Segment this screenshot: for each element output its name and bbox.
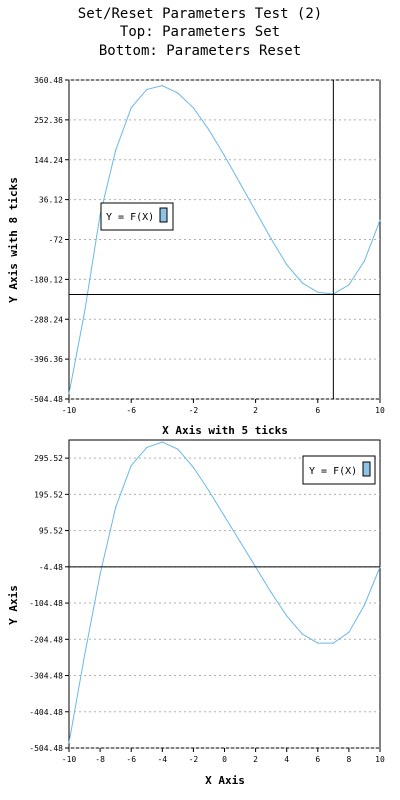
bot-data-point [286,615,288,617]
bot-y-tick-label: -104.48 [29,599,63,608]
bot-data-point [161,441,163,443]
bot-x-tick-label: -6 [126,755,136,764]
top-chart: 360.48 252.36 144.24 36.12 -72 -180.12 -288.24… [7,76,385,437]
bot-data-point [68,742,70,744]
top-data-point [255,210,257,212]
bot-data-point [301,633,303,635]
top-series-points [68,85,381,395]
top-x-tick-label: -6 [126,406,136,415]
top-x-axis-label: X Axis with 5 ticks [162,424,288,437]
top-x-tick-label: 2 [253,406,258,415]
bottom-plot-frame [68,439,381,749]
top-data-point [379,219,381,221]
top-data-point [115,149,117,151]
top-data-point [286,263,288,266]
top-y-tick-label: -180.12 [29,275,63,284]
bot-x-tick-label: -4 [157,755,167,764]
top-x-tick-label: -10 [62,406,77,415]
bot-y-tick-label: -304.48 [29,672,63,681]
top-data-point [192,107,194,109]
top-y-tick-label: -72 [49,236,64,245]
top-x-ticks: -10 -6 -2 2 6 10 [62,399,385,415]
top-y-tick-label: 252.36 [34,116,63,125]
bot-data-point [192,466,194,468]
bot-x-tick-label: -10 [62,755,77,764]
top-grid [69,79,380,400]
bot-x-tick-label: -8 [95,755,105,764]
bottom-legend-swatch [362,461,371,477]
bot-y-tick-label: -4.48 [39,563,63,572]
bot-x-tick-label: 2 [253,755,258,764]
bottom-chart: 295.52 195.52 95.52 -4.48 -104.48 -204.48 -304… [7,439,385,787]
top-data-point [270,238,272,240]
bot-x-tick-label: 6 [315,755,320,764]
top-legend-swatch [159,207,168,223]
top-data-point [161,85,163,87]
bottom-legend-label: Y = F(X) [309,466,357,477]
bot-data-point [146,446,148,449]
top-data-point [363,260,366,262]
top-data-point [317,291,319,293]
bot-data-point [317,642,319,644]
top-y-tick-label: -504.48 [29,395,63,404]
bottom-y-ticks: 295.52 195.52 95.52 -4.48 -104.48 -204.48 -304… [29,454,69,753]
top-data-point [68,393,70,395]
top-x-tick-label: -2 [189,406,199,415]
top-data-point [146,88,148,90]
top-y-tick-label: -288.24 [29,315,63,324]
top-data-point [301,282,303,284]
top-data-point [99,214,101,216]
top-data-point [83,311,86,314]
top-data-point [239,182,241,185]
bot-data-point [223,515,226,517]
bot-y-tick-label: 95.52 [39,527,63,536]
top-data-point [348,284,350,286]
bottom-x-axis-label: X Axis [205,774,245,787]
bot-y-tick-label: 295.52 [34,454,63,463]
top-y-axis-label: Y Axis with 8 ticks [7,177,20,303]
top-y-tick-label: 36.12 [39,196,63,205]
bot-data-point [208,490,210,492]
top-y-ticks: 360.48 252.36 144.24 36.12 -72 -180.12 -288.24… [29,76,69,404]
bot-data-point [270,591,272,593]
bottom-legend: Y = F(X) [302,455,376,485]
bot-data-point [177,448,179,450]
top-y-tick-label: 360.48 [34,76,63,85]
bot-data-point [83,655,86,657]
bot-y-tick-label: 195.52 [34,490,63,499]
bot-x-tick-label: -2 [189,755,199,764]
bot-data-point [130,464,132,467]
bot-data-point [332,642,334,644]
bot-x-tick-label: 4 [284,755,289,764]
top-data-point [177,92,179,94]
top-x-tick-label: 10 [375,406,385,415]
top-data-point [208,129,210,131]
bot-x-tick-label: 10 [375,755,385,764]
top-legend-label: Y = F(X) [106,212,154,223]
figure-title-line-3: Bottom: Parameters Reset [99,43,301,59]
bot-y-tick-label: -504.48 [29,744,63,753]
bot-data-point [348,631,350,633]
bot-data-point [99,573,101,575]
top-data-point [223,155,226,157]
bot-y-tick-label: -204.48 [29,635,63,644]
top-y-tick-label: 144.24 [34,156,63,165]
bot-data-point [239,541,241,543]
bottom-y-axis-label: Y Axis [7,585,20,625]
bottom-x-ticks: -10 -8 -6 -4 -2 0 2 4 6 8 10 [62,748,385,764]
bot-data-point [115,506,117,508]
bot-y-tick-label: -404.48 [29,708,63,717]
figure-title-line-2: Top: Parameters Set [120,24,280,40]
bot-data-point [363,604,366,606]
top-data-point [130,107,132,109]
figure-title-line-1: Set/Reset Parameters Test (2) [78,6,322,22]
bot-x-tick-label: 0 [222,755,227,764]
top-x-tick-label: 6 [315,406,320,415]
top-y-tick-label: -396.36 [29,355,63,364]
top-legend: Y = F(X) [100,202,174,231]
bot-x-tick-label: 8 [346,755,351,764]
